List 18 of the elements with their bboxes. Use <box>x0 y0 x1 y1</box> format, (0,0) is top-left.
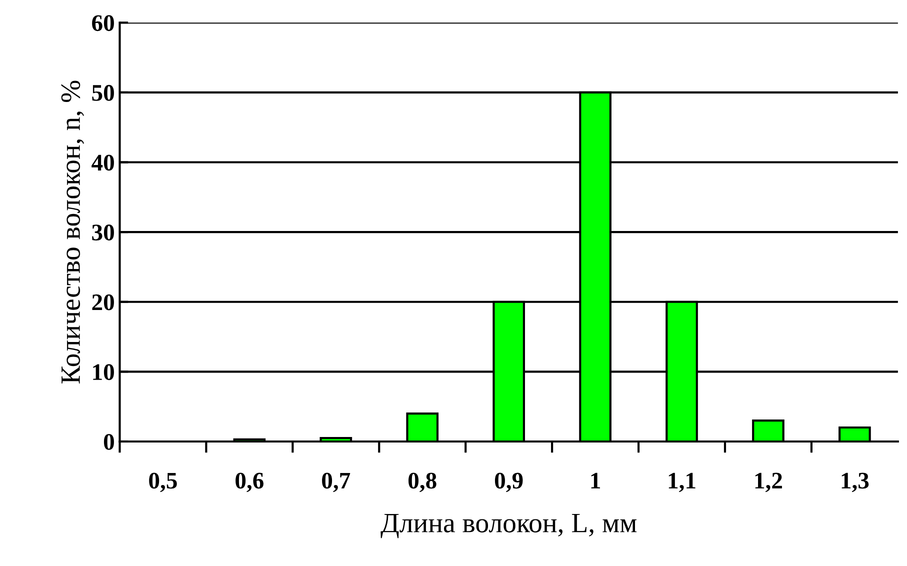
y-tick-label: 40 <box>92 154 114 171</box>
x-tick-label: 1,3 <box>842 472 869 492</box>
x-tick-label: 0,5 <box>149 472 177 492</box>
x-tick-label: 1 <box>591 472 600 488</box>
x-axis-title: Длина волокон, L, мм <box>380 514 637 538</box>
y-tick-label: 30 <box>92 224 114 240</box>
y-tick-label: 20 <box>92 294 114 310</box>
x-tick-label: 1,2 <box>755 472 782 492</box>
y-tick-label: 60 <box>92 15 114 32</box>
y-axis-title: Количество волокон, n, % <box>61 80 84 384</box>
x-tick-label: 0,7 <box>322 472 350 492</box>
x-tick-label: 0,9 <box>494 472 523 492</box>
y-tick-label: 10 <box>93 364 114 380</box>
x-tick-label: 0,8 <box>408 472 436 492</box>
y-tick-label: 50 <box>92 84 114 101</box>
y-tick-label: 0 <box>104 434 114 450</box>
x-tick-label: 0,6 <box>236 472 264 492</box>
x-tick-label: 1,1 <box>668 472 696 492</box>
